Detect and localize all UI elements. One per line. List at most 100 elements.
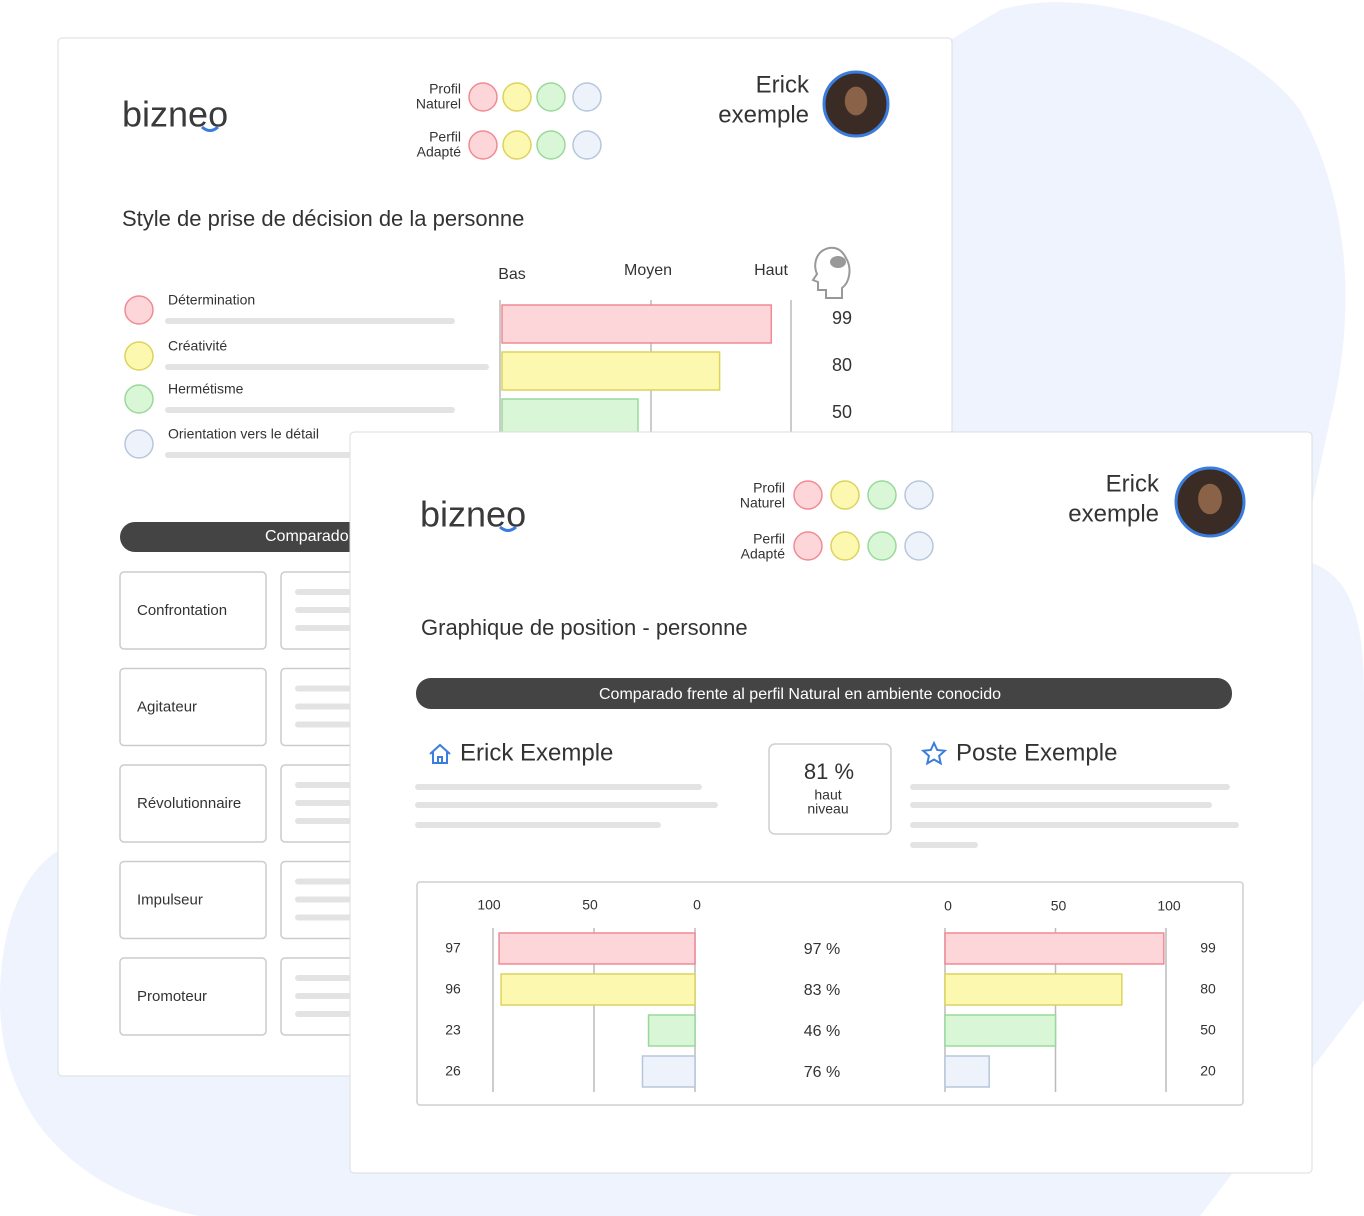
legend-dot xyxy=(830,531,860,561)
banner xyxy=(416,678,1232,709)
trait-dot xyxy=(124,295,154,325)
legend-dot xyxy=(867,531,897,561)
person-name: Erick Exemple xyxy=(460,739,613,766)
avatar-face xyxy=(844,86,868,116)
card-item xyxy=(119,764,267,843)
match-box xyxy=(768,743,892,835)
logo-smile xyxy=(499,525,517,532)
trait-dot xyxy=(124,341,154,371)
match-label: niveau xyxy=(807,801,848,817)
bar-value: 50 xyxy=(832,402,852,422)
bar xyxy=(500,973,696,1006)
logo-smile xyxy=(201,125,219,132)
section-title: Style de prise de décision de la personn… xyxy=(122,206,524,231)
trait-label: Détermination xyxy=(168,292,255,308)
legend-dot xyxy=(793,531,823,561)
pct-label: 76 % xyxy=(804,1064,840,1081)
tick-label: 100 xyxy=(477,897,501,913)
logo: bizneo xyxy=(122,94,228,135)
bar-value: 80 xyxy=(1200,981,1216,997)
legend-dot xyxy=(830,480,860,510)
banner-text: Comparado frente al perfil Natural en am… xyxy=(599,686,1001,703)
bar-value: 26 xyxy=(445,1063,461,1079)
card-label: Promoteur xyxy=(137,988,207,1005)
card-item xyxy=(119,957,267,1036)
bar xyxy=(498,932,696,965)
head-icon xyxy=(811,246,851,299)
legend-label: Profil xyxy=(429,81,461,97)
home-icon xyxy=(429,743,451,764)
pct-label: 97 % xyxy=(804,941,840,958)
trait-label: Orientation vers le détail xyxy=(168,426,319,442)
legend-dot xyxy=(468,130,498,160)
trait-dot xyxy=(124,429,154,459)
bar xyxy=(501,351,721,391)
bar xyxy=(944,973,1123,1006)
bar-value: 50 xyxy=(1200,1022,1216,1038)
legend-dot xyxy=(572,130,602,160)
user-name: exemple xyxy=(1068,500,1159,527)
card-item xyxy=(119,860,267,940)
card-item xyxy=(119,667,267,747)
tick-label: 50 xyxy=(582,897,598,913)
bar xyxy=(944,1055,990,1088)
legend-label: Naturel xyxy=(416,96,461,112)
bar xyxy=(944,1014,1057,1047)
bar-value: 23 xyxy=(445,1022,461,1038)
trait-label: Créativité xyxy=(168,338,227,354)
scale-label: Bas xyxy=(498,266,526,283)
legend-label: Perfil xyxy=(753,531,785,547)
user-name: Erick xyxy=(756,71,810,98)
scale-label: Haut xyxy=(754,262,788,279)
legend-dot xyxy=(793,480,823,510)
scale-label: Moyen xyxy=(624,262,672,279)
bar-value: 99 xyxy=(832,308,852,328)
bar xyxy=(501,398,639,438)
bar xyxy=(641,1055,696,1088)
bar xyxy=(944,932,1165,965)
brain-icon xyxy=(830,256,846,268)
pct-label: 83 % xyxy=(804,982,840,999)
user-name: exemple xyxy=(718,101,809,128)
pct-label: 46 % xyxy=(804,1023,840,1040)
legend-dot xyxy=(468,82,498,112)
legend-dot xyxy=(502,130,532,160)
tick-label: 100 xyxy=(1157,898,1181,914)
legend-dot xyxy=(536,82,566,112)
tick-label: 0 xyxy=(944,898,952,914)
legend-dot xyxy=(867,480,897,510)
user-name: Erick xyxy=(1106,470,1160,497)
match-value: 81 % xyxy=(804,759,854,784)
bar-value: 80 xyxy=(832,355,852,375)
card-item xyxy=(119,571,267,650)
bar-value: 97 xyxy=(445,940,461,956)
bar xyxy=(647,1014,696,1047)
tick-label: 50 xyxy=(1051,898,1067,914)
avatar-face xyxy=(1198,483,1222,515)
legend-dot xyxy=(536,130,566,160)
star-icon xyxy=(920,740,948,766)
legend-label: Adapté xyxy=(417,144,462,160)
trait-dot xyxy=(124,384,154,414)
legend-dot xyxy=(904,480,934,510)
match-label: haut xyxy=(814,787,841,803)
bar xyxy=(501,304,773,344)
legend-label: Adapté xyxy=(741,546,786,562)
legend-dot xyxy=(502,82,532,112)
legend-label: Naturel xyxy=(740,495,785,511)
section-title: Graphique de position - personne xyxy=(421,615,748,640)
card-label: Confrontation xyxy=(137,602,227,619)
bar-value: 96 xyxy=(445,981,461,997)
card-label: Révolutionnaire xyxy=(137,795,241,812)
legend-label: Profil xyxy=(753,480,785,496)
tick-label: 0 xyxy=(693,897,701,913)
card-label: Agitateur xyxy=(137,698,197,715)
legend-dot xyxy=(904,531,934,561)
legend-dot xyxy=(572,82,602,112)
bar-value: 99 xyxy=(1200,940,1216,956)
bar-value: 20 xyxy=(1200,1063,1216,1079)
post-name: Poste Exemple xyxy=(956,739,1117,766)
card-label: Impulseur xyxy=(137,891,203,908)
